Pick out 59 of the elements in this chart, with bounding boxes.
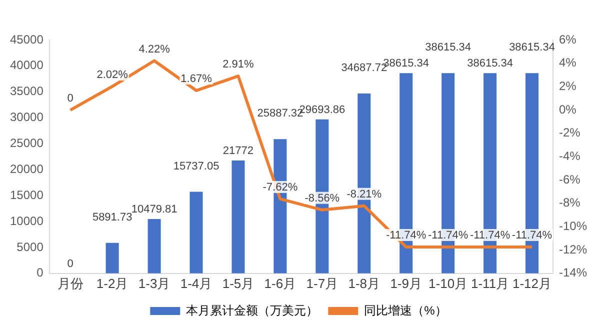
bar [190, 192, 203, 274]
data-label: 0 [67, 92, 74, 105]
legend-label: 本月累计金额（万美元） [186, 303, 318, 318]
y2-tick-label: 4% [558, 56, 577, 70]
y-tick-label: 10000 [10, 214, 44, 228]
data-label: 38615.34 [425, 42, 472, 54]
y-tick-label: 45000 [10, 32, 44, 46]
data-label: 2.02% [96, 68, 128, 81]
y2-tick-label: -14% [558, 266, 588, 280]
data-label: 38615.34 [467, 58, 513, 70]
y-tick-label: 25000 [10, 136, 44, 150]
bar [148, 219, 161, 274]
x-tick-label: 1-10月 [428, 276, 468, 291]
data-label: 15737.05 [173, 160, 220, 172]
data-label: 5891.73 [92, 211, 132, 224]
data-label: 2.91% [222, 58, 254, 71]
y2-tick-label: -10% [558, 219, 588, 234]
y2-tick-label: 6% [558, 32, 577, 46]
x-tick-label: 1-8月 [348, 276, 380, 291]
data-label: 1.67% [180, 73, 212, 86]
y2-tick-label: 2% [558, 78, 577, 93]
y2-tick-label: -6% [558, 172, 581, 186]
y2-tick-label: -12% [558, 242, 588, 256]
y-tick-label: 40000 [10, 58, 44, 72]
y-tick-label: 15000 [10, 188, 44, 202]
data-label: -11.74% [386, 230, 426, 242]
x-tick-label: 1-2月 [96, 276, 128, 291]
y-tick-label: 5000 [16, 240, 44, 254]
data-label: 10479.81 [131, 204, 178, 216]
data-label: 38615.34 [509, 42, 555, 54]
bar [106, 242, 119, 274]
data-label: -8.56% [304, 192, 340, 204]
x-tick-label: 1-4月 [180, 276, 212, 291]
data-label: -11.74% [470, 230, 510, 242]
bar [232, 160, 245, 274]
x-tick-label: 月份 [57, 276, 84, 291]
y-tick-label: 20000 [10, 162, 44, 176]
x-tick-label: 1-3月 [138, 276, 170, 291]
data-label: -7.62% [262, 181, 298, 194]
y-tick-label: 35000 [10, 84, 44, 98]
data-label: 21772 [222, 145, 254, 158]
y2-tick-label: -2% [558, 126, 581, 140]
data-label: 0 [67, 258, 74, 270]
x-tick-label: 1-9月 [390, 276, 422, 291]
y-tick-label: 0 [36, 266, 44, 280]
data-label: 4.22% [138, 43, 170, 56]
x-tick-label: 1-5月 [222, 276, 254, 291]
data-label: -11.74% [512, 230, 552, 242]
x-tick-label: 1-11月 [471, 276, 510, 291]
x-tick-label: 1-7月 [306, 276, 338, 291]
y2-tick-label: -8% [558, 196, 581, 210]
legend-label: 同比增速（%） [364, 303, 447, 318]
data-label: -11.74% [428, 230, 468, 242]
y2-tick-label: -4% [558, 149, 581, 164]
x-tick-label: 1-12月 [512, 276, 552, 291]
data-label: -8.21% [346, 188, 382, 200]
x-tick-label: 1-6月 [264, 276, 296, 291]
y-tick-label: 30000 [10, 110, 44, 124]
y2-tick-label: 0% [558, 102, 577, 116]
